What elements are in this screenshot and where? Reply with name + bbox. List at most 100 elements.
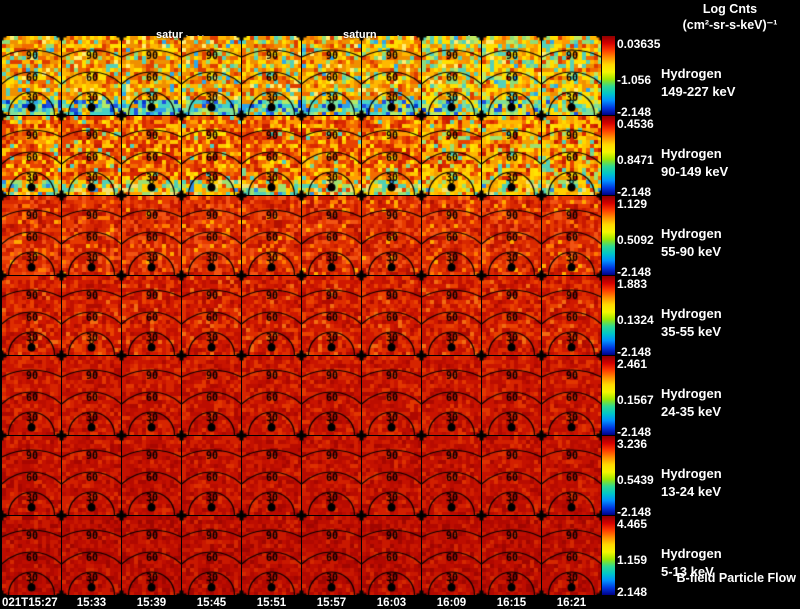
sky-map-row: [2, 516, 601, 595]
sky-map-panel: [302, 196, 361, 275]
sky-map-panel: [182, 276, 241, 355]
colorbar: [602, 436, 615, 515]
species-name: Hydrogen: [661, 66, 722, 81]
channel-label: Hydrogen 24-35 keV: [661, 385, 722, 421]
sky-map-panel: [422, 356, 481, 435]
sky-map-row: [2, 436, 601, 515]
sky-map-panel: [182, 196, 241, 275]
colorbar: [602, 196, 615, 275]
energy-range: 5-13 keV: [661, 564, 714, 579]
sky-map-panel: [422, 196, 481, 275]
channel-label: Hydrogen 149-227 keV: [661, 65, 735, 101]
sky-map-panel: [182, 356, 241, 435]
sky-map-panel: [242, 436, 301, 515]
species-name: Hydrogen: [661, 146, 722, 161]
sky-map-panel: [242, 276, 301, 355]
species-name: Hydrogen: [661, 306, 722, 321]
colorbar-units-block: Log Cnts (cm²-sr-s-keV)⁻¹: [660, 1, 800, 33]
sky-map-panel: [122, 196, 181, 275]
sky-map-panel: [482, 436, 541, 515]
sky-map-panel: [242, 516, 301, 595]
sky-map-panel: [542, 276, 601, 355]
energy-range: 13-24 keV: [661, 484, 721, 499]
sky-map-panel: [482, 276, 541, 355]
species-name: Hydrogen: [661, 226, 722, 241]
sky-map-panel: [302, 516, 361, 595]
sky-map-panel: [482, 36, 541, 115]
colorbar-scale-top: 2.461: [617, 357, 648, 371]
sky-map-panel: [2, 276, 61, 355]
sky-map-panel: [362, 276, 421, 355]
time-tick-label: 15:33: [76, 597, 107, 609]
sky-map-panel: [2, 116, 61, 195]
sky-map-panel: [482, 356, 541, 435]
sky-map-panel: [542, 36, 601, 115]
colorbar-scale-mid: 0.1324: [617, 313, 654, 327]
sky-map-panel: [182, 516, 241, 595]
sky-map-panel: [2, 356, 61, 435]
sky-map-panel: [2, 516, 61, 595]
colorbar-scale-mid: 0.5439: [617, 473, 654, 487]
time-tick-label: 15:57: [316, 597, 347, 609]
energy-range: 90-149 keV: [661, 164, 729, 179]
colorbar-scale-bottom: -2.148: [617, 105, 652, 119]
time-axis: 021T15:27 15:33 15:39 15:45 15:51 15:57 16:03 1…: [2, 597, 601, 609]
sky-map-panel: [422, 276, 481, 355]
sky-map-panel: [122, 116, 181, 195]
sky-map-panel: [302, 356, 361, 435]
saturn-direction-label: satur: [156, 29, 183, 41]
sky-map-panel: [362, 516, 421, 595]
sky-map-panel: [422, 36, 481, 115]
channel-label: Hydrogen 35-55 keV: [661, 305, 722, 341]
sky-map-panel: [482, 196, 541, 275]
sky-map-panel: [122, 356, 181, 435]
sky-map-panel: [242, 196, 301, 275]
colorbar-scale-bottom: -2.148: [617, 265, 652, 279]
channel-label: Hydrogen 5-13 keV: [661, 545, 722, 581]
time-tick-label: 16:09: [436, 597, 467, 609]
sky-map-panel: [122, 516, 181, 595]
colorbar-scale-mid: 0.8471: [617, 153, 654, 167]
channel-label: Hydrogen 55-90 keV: [661, 225, 722, 261]
colorbar-scale-bottom: -2.148: [617, 345, 652, 359]
sky-map-row: [2, 36, 601, 115]
channel-label: Hydrogen 13-24 keV: [661, 465, 722, 501]
energy-range: 55-90 keV: [661, 244, 721, 259]
sky-map-panel: [422, 436, 481, 515]
sky-map-panel: [62, 356, 121, 435]
sky-map-panel: [542, 516, 601, 595]
species-name: Hydrogen: [661, 386, 722, 401]
sky-map-panel: [242, 356, 301, 435]
sky-map-panel: [242, 116, 301, 195]
sky-map-panel: [302, 36, 361, 115]
colorbar-scale-mid: 1.159: [617, 553, 648, 567]
time-tick-label: 15:45: [196, 597, 227, 609]
sky-map-panel: [542, 196, 601, 275]
sky-map-panel: [362, 196, 421, 275]
sky-map-panel: [362, 356, 421, 435]
sky-map-panel: [2, 436, 61, 515]
species-name: Hydrogen: [661, 466, 722, 481]
colorbar: [602, 276, 615, 355]
time-tick-label: 16:21: [556, 597, 587, 609]
sky-map-row: [2, 356, 601, 435]
sky-map-panel: [2, 196, 61, 275]
energy-range: 149-227 keV: [661, 84, 736, 99]
colorbar-scale-mid: 0.5092: [617, 233, 654, 247]
channel-label: Hydrogen 90-149 keV: [661, 145, 728, 181]
colorbar-scale-bottom: -2.148: [617, 505, 652, 519]
colorbar-scale-mid: 0.1567: [617, 393, 654, 407]
energy-range: 35-55 keV: [661, 324, 721, 339]
sky-map-panel: [62, 36, 121, 115]
sky-map-panel: [182, 36, 241, 115]
colorbar-scale-top: 1.883: [617, 277, 648, 291]
sky-map-panel: [62, 196, 121, 275]
colorbar-scale-bottom: 2.148: [617, 585, 648, 599]
sky-map-panel: [62, 276, 121, 355]
colorbar-scale-bottom: -2.148: [617, 425, 652, 439]
sky-map-panel: [62, 436, 121, 515]
sky-map-panel: [422, 516, 481, 595]
sky-map-panel: [362, 36, 421, 115]
sky-map-panel: [182, 116, 241, 195]
time-tick-label: 021T15:27: [2, 597, 58, 609]
